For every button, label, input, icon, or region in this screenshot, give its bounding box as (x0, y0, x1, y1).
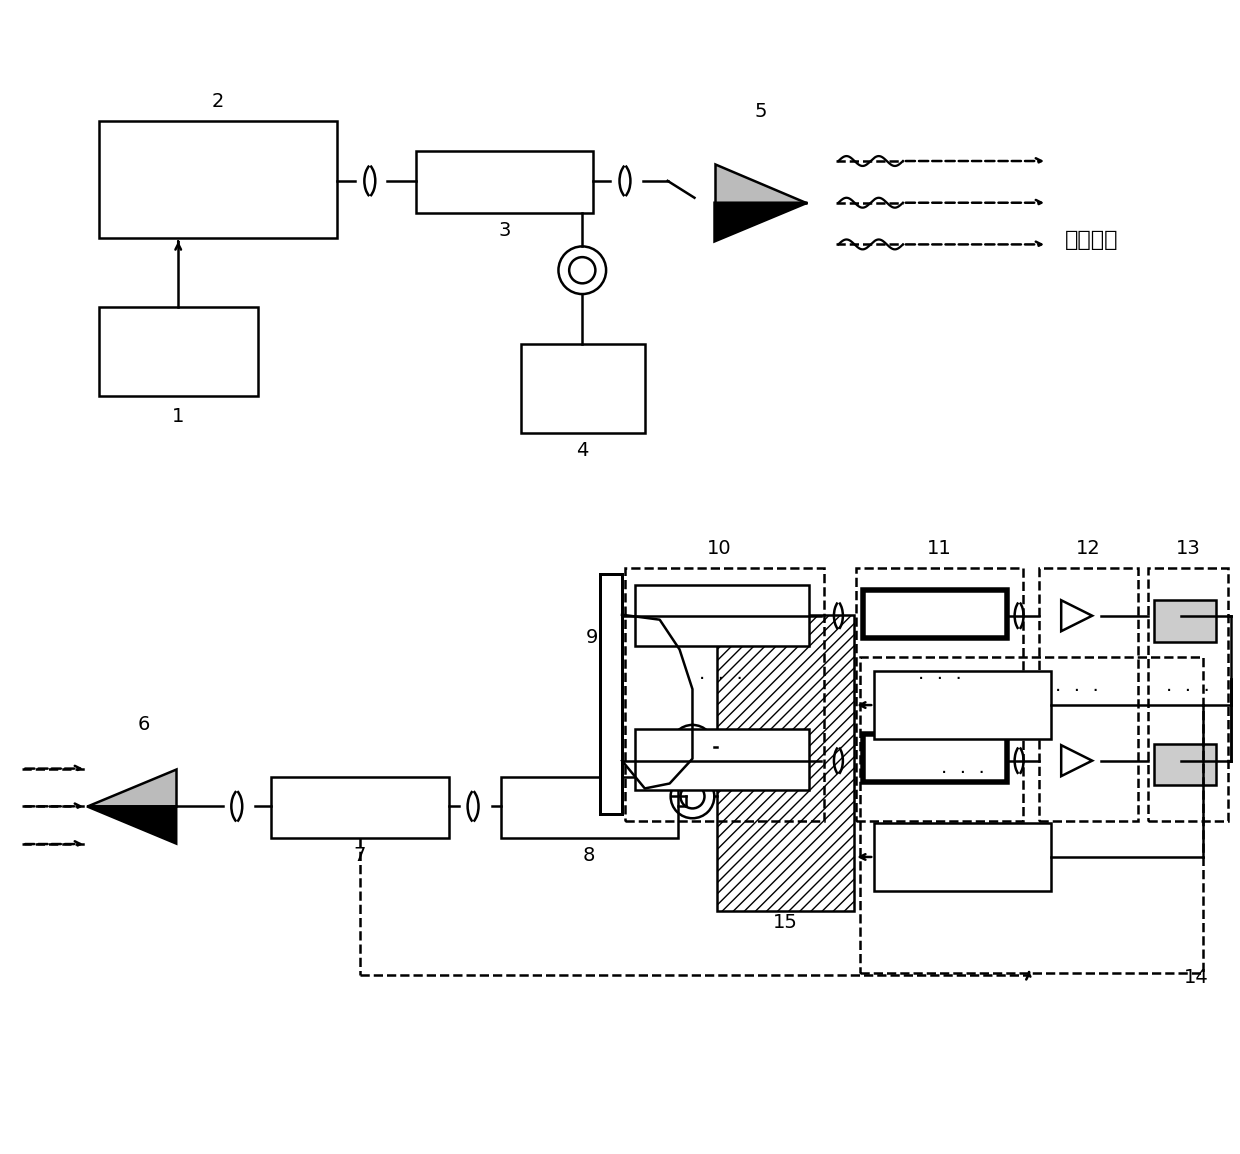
Text: 被测大气: 被测大气 (1065, 231, 1118, 250)
Polygon shape (714, 203, 807, 241)
Bar (863, 590, 1007, 637)
Bar (874, 823, 1050, 891)
Text: ·  ·  ·: · · · (918, 669, 961, 689)
Bar (417, 151, 593, 212)
Text: ·  ·  ·: · · · (941, 764, 985, 784)
Bar (521, 344, 645, 433)
Polygon shape (87, 769, 176, 807)
Bar (1039, 568, 1138, 822)
Bar (600, 574, 622, 815)
Bar (863, 734, 1007, 781)
Bar (270, 777, 449, 838)
Text: 3: 3 (498, 222, 511, 240)
Text: 15: 15 (774, 913, 799, 932)
Bar (625, 568, 823, 822)
Text: 9: 9 (585, 628, 598, 647)
Text: 10: 10 (707, 539, 732, 557)
Text: 4: 4 (577, 442, 589, 460)
Text: 7: 7 (353, 847, 366, 866)
Text: ·  ·  ·: · · · (1055, 682, 1099, 700)
Bar (717, 615, 854, 911)
Bar (99, 121, 337, 239)
Bar (1148, 568, 1228, 822)
Text: 11: 11 (928, 539, 952, 557)
Bar (635, 729, 808, 790)
Text: 2: 2 (212, 92, 224, 111)
Bar (501, 777, 677, 838)
Bar (99, 307, 258, 396)
Bar (635, 585, 808, 646)
Bar (861, 658, 1203, 973)
Text: 6: 6 (138, 715, 150, 734)
Bar (1154, 744, 1215, 786)
Bar (857, 568, 1023, 822)
Polygon shape (714, 164, 807, 203)
Polygon shape (87, 807, 176, 844)
Text: ·  ·  ·: · · · (1166, 682, 1210, 700)
Text: 13: 13 (1176, 539, 1200, 557)
Bar (1154, 600, 1215, 642)
Text: ·  ·  ·: · · · (699, 669, 743, 689)
Polygon shape (1061, 600, 1092, 631)
Text: 8: 8 (583, 847, 595, 866)
Polygon shape (1061, 745, 1092, 777)
Bar (874, 672, 1050, 739)
Text: 5: 5 (755, 102, 768, 121)
Text: 1: 1 (172, 406, 185, 426)
Text: 14: 14 (1183, 967, 1208, 987)
Text: 12: 12 (1076, 539, 1101, 557)
